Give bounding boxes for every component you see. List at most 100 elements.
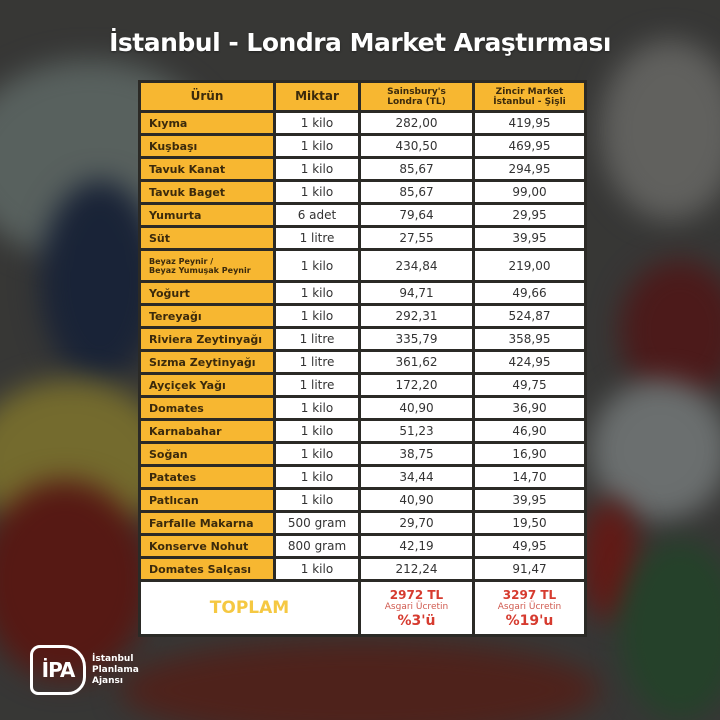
header-product: Ürün xyxy=(141,83,273,110)
header-quantity: Miktar xyxy=(276,83,358,110)
istanbul-price: 424,95 xyxy=(475,352,584,372)
ipa-logo-mark-icon: İPA xyxy=(30,645,86,695)
london-price: 85,67 xyxy=(361,159,472,179)
table-row: Karnabahar 1 kilo 51,23 46,90 xyxy=(141,421,584,441)
quantity: 1 kilo xyxy=(276,136,358,156)
istanbul-price: 469,95 xyxy=(475,136,584,156)
table-row: Kıyma 1 kilo 282,00 419,95 xyxy=(141,113,584,133)
london-price: 40,90 xyxy=(361,490,472,510)
london-total-note: Asgari Ücretin xyxy=(384,601,449,612)
istanbul-price: 49,75 xyxy=(475,375,584,395)
product-name: Süt xyxy=(141,228,273,248)
product-name: Tavuk Kanat xyxy=(141,159,273,179)
product-name: Patates xyxy=(141,467,273,487)
istanbul-price: 39,95 xyxy=(475,228,584,248)
quantity: 1 kilo xyxy=(276,467,358,487)
istanbul-total-note: Asgari Ücretin xyxy=(497,601,562,612)
london-price: 51,23 xyxy=(361,421,472,441)
istanbul-total-percent: %19'u xyxy=(505,612,554,629)
quantity: 1 litre xyxy=(276,375,358,395)
istanbul-total: 3297 TL xyxy=(502,587,557,602)
table-row: Domates Salçası 1 kilo 212,24 91,47 xyxy=(141,559,584,579)
london-price: 42,19 xyxy=(361,536,472,556)
table-row: Yoğurt 1 kilo 94,71 49,66 xyxy=(141,283,584,303)
istanbul-price: 36,90 xyxy=(475,398,584,418)
table-row: Riviera Zeytinyağı 1 litre 335,79 358,95 xyxy=(141,329,584,349)
table-row: Sızma Zeytinyağı 1 litre 361,62 424,95 xyxy=(141,352,584,372)
quantity: 1 kilo xyxy=(276,113,358,133)
price-comparison-table: Ürün Miktar Sainsbury's Londra (TL) Zinc… xyxy=(138,80,587,637)
product-name: Domates Salçası xyxy=(141,559,273,579)
quantity: 1 kilo xyxy=(276,444,358,464)
logo-line3: Ajansı xyxy=(92,675,123,686)
istanbul-price: 14,70 xyxy=(475,467,584,487)
table-row: Patates 1 kilo 34,44 14,70 xyxy=(141,467,584,487)
istanbul-price: 524,87 xyxy=(475,306,584,326)
product-name: Domates xyxy=(141,398,273,418)
ipa-logo: İPA İstanbul Planlama Ajansı xyxy=(30,645,139,695)
quantity: 1 kilo xyxy=(276,398,358,418)
product-name: Patlıcan xyxy=(141,490,273,510)
london-price: 212,24 xyxy=(361,559,472,579)
logo-line2: Planlama xyxy=(92,664,139,675)
product-name: Soğan xyxy=(141,444,273,464)
table-row: Süt 1 litre 27,55 39,95 xyxy=(141,228,584,248)
logo-line1: İstanbul xyxy=(92,653,134,664)
london-price: 38,75 xyxy=(361,444,472,464)
istanbul-price: 49,66 xyxy=(475,283,584,303)
table-row: Konserve Nohut 800 gram 42,19 49,95 xyxy=(141,536,584,556)
table-row: Kuşbaşı 1 kilo 430,50 469,95 xyxy=(141,136,584,156)
london-price: 40,90 xyxy=(361,398,472,418)
quantity: 1 litre xyxy=(276,228,358,248)
istanbul-price: 29,95 xyxy=(475,205,584,225)
product-name-line2: Beyaz Yumuşak Peynir xyxy=(149,265,251,275)
istanbul-price: 46,90 xyxy=(475,421,584,441)
istanbul-price: 91,47 xyxy=(475,559,584,579)
header-istanbul-line1: Zincir Market xyxy=(495,86,564,97)
product-name: Karnabahar xyxy=(141,421,273,441)
total-row: TOPLAM 2972 TL Asgari Ücretin %3'ü 3297 … xyxy=(141,582,584,634)
product-name: Riviera Zeytinyağı xyxy=(141,329,273,349)
istanbul-price: 294,95 xyxy=(475,159,584,179)
london-price: 29,70 xyxy=(361,513,472,533)
istanbul-price: 16,90 xyxy=(475,444,584,464)
quantity: 1 kilo xyxy=(276,182,358,202)
quantity: 500 gram xyxy=(276,513,358,533)
product-name: Konserve Nohut xyxy=(141,536,273,556)
london-price: 292,31 xyxy=(361,306,472,326)
product-name: Yoğurt xyxy=(141,283,273,303)
ipa-logo-text: İstanbul Planlama Ajansı xyxy=(92,654,139,687)
istanbul-price: 219,00 xyxy=(475,251,584,280)
london-total-percent: %3'ü xyxy=(397,612,436,629)
quantity: 1 kilo xyxy=(276,559,358,579)
london-price: 94,71 xyxy=(361,283,472,303)
product-name: Kuşbaşı xyxy=(141,136,273,156)
table-row: Ayçiçek Yağı 1 litre 172,20 49,75 xyxy=(141,375,584,395)
london-price: 361,62 xyxy=(361,352,472,372)
table-row: Soğan 1 kilo 38,75 16,90 xyxy=(141,444,584,464)
quantity: 800 gram xyxy=(276,536,358,556)
quantity: 1 kilo xyxy=(276,283,358,303)
product-name: Beyaz Peynir / Beyaz Yumuşak Peynir xyxy=(141,251,273,280)
table-row: Yumurta 6 adet 79,64 29,95 xyxy=(141,205,584,225)
istanbul-price: 39,95 xyxy=(475,490,584,510)
product-name: Yumurta xyxy=(141,205,273,225)
london-total-cell: 2972 TL Asgari Ücretin %3'ü xyxy=(361,582,472,634)
product-name-line1: Beyaz Peynir / xyxy=(149,256,214,266)
london-price: 27,55 xyxy=(361,228,472,248)
header-london: Sainsbury's Londra (TL) xyxy=(361,83,472,110)
istanbul-price: 358,95 xyxy=(475,329,584,349)
london-price: 335,79 xyxy=(361,329,472,349)
product-name: Farfalle Makarna xyxy=(141,513,273,533)
page-title: İstanbul - Londra Market Araştırması xyxy=(109,28,611,57)
london-total: 2972 TL xyxy=(389,587,444,602)
product-name: Kıyma xyxy=(141,113,273,133)
quantity: 6 adet xyxy=(276,205,358,225)
london-price: 34,44 xyxy=(361,467,472,487)
table-row: Patlıcan 1 kilo 40,90 39,95 xyxy=(141,490,584,510)
product-name: Tereyağı xyxy=(141,306,273,326)
table-row: Tavuk Kanat 1 kilo 85,67 294,95 xyxy=(141,159,584,179)
london-price: 172,20 xyxy=(361,375,472,395)
quantity: 1 kilo xyxy=(276,159,358,179)
istanbul-price: 49,95 xyxy=(475,536,584,556)
